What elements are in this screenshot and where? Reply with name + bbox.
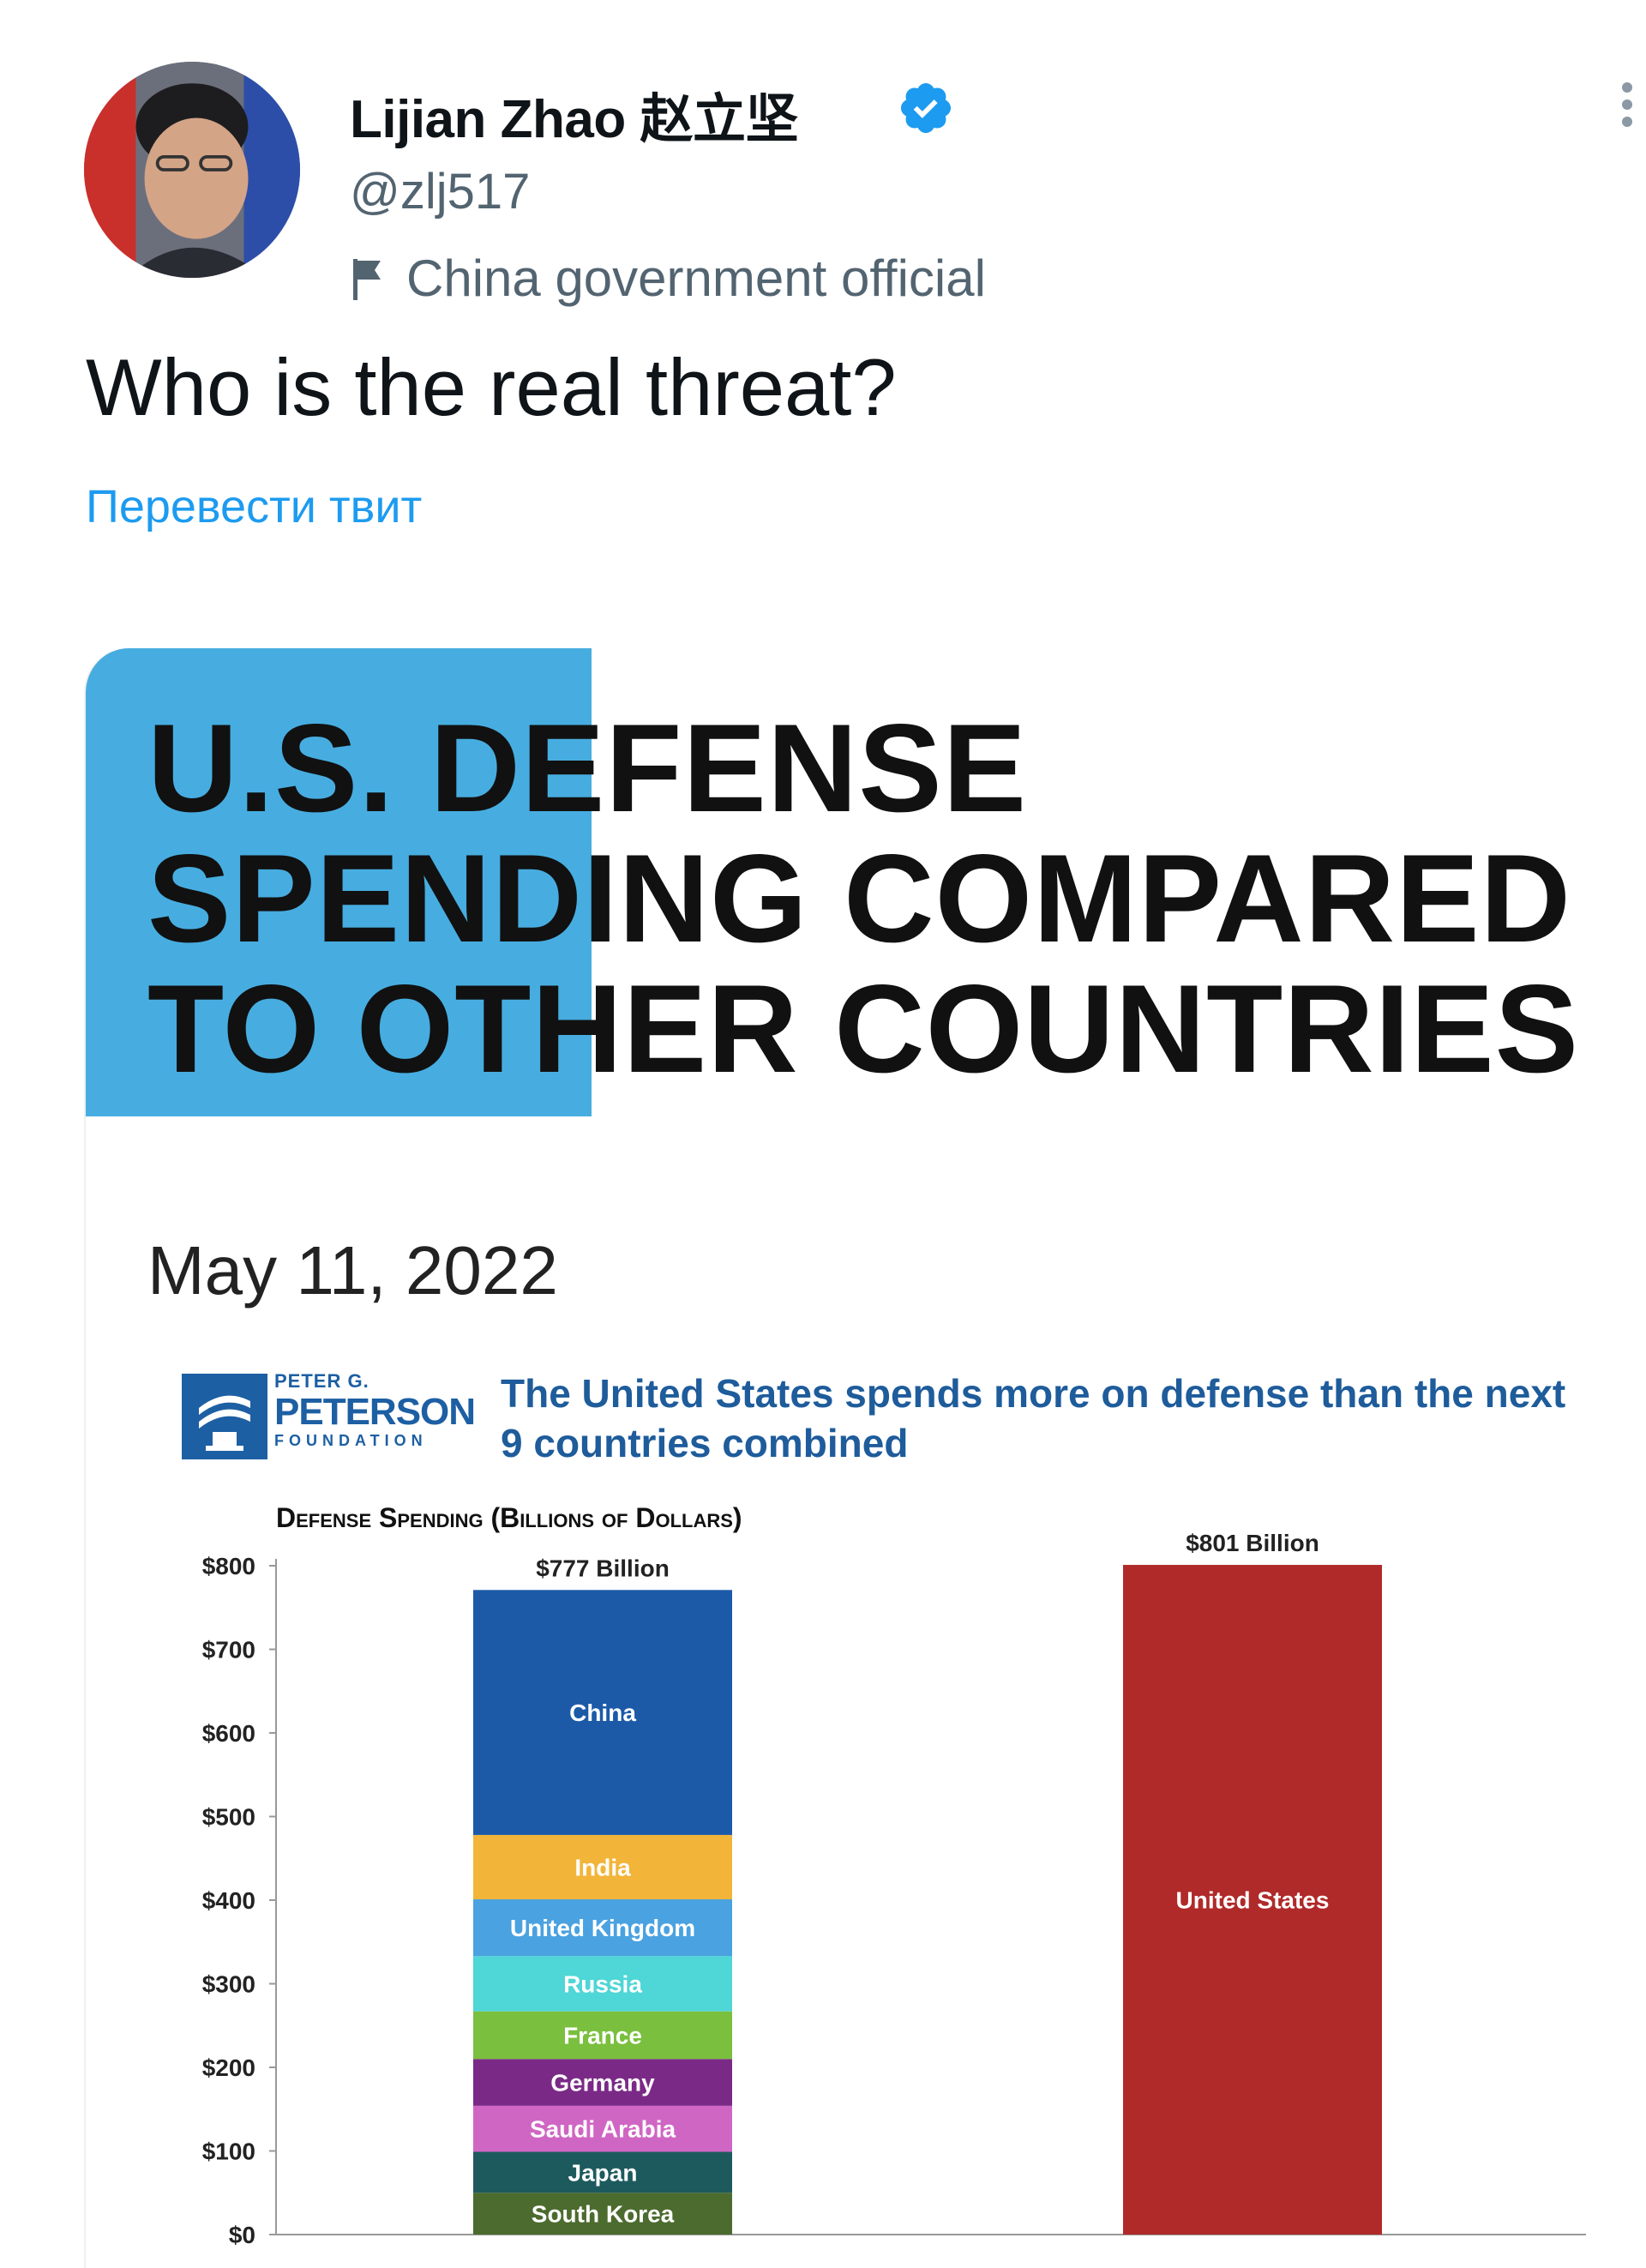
chart-subtitle: The United States spends more on defense… <box>501 1371 1566 1465</box>
peterson-foundation-logo-icon <box>182 1374 267 1459</box>
single-bar-label: United States <box>1176 1887 1330 1914</box>
y-tick-label: $600 <box>202 1720 255 1747</box>
stacked-bar-segment <box>473 1834 732 1900</box>
image-date: May 11, 2022 <box>147 1232 558 1308</box>
tweet-media-image[interactable]: U.S. DEFENSE SPENDING COMPARED TO OTHER … <box>84 648 1646 2268</box>
headline-line: SPENDING COMPARED <box>147 828 1571 968</box>
stacked-bar-segment <box>473 1899 732 1957</box>
y-tick-label: $400 <box>202 1887 255 1914</box>
avatar[interactable] <box>84 62 300 278</box>
single-total-label: $801 Billion <box>1186 1530 1319 1556</box>
stacked-bar-segment <box>473 1956 732 2012</box>
y-tick-label: $300 <box>202 1971 255 1998</box>
logo-text-middle: PETERSON <box>274 1391 476 1433</box>
stacked-bar-segment <box>473 2059 732 2106</box>
segment-label: Germany <box>550 2070 655 2097</box>
headline-accent-block <box>86 648 592 1116</box>
headline-line: TO OTHER COUNTRIES <box>147 959 1580 1098</box>
y-tick-label: $700 <box>202 1637 255 1663</box>
stacked-bar-segment <box>473 2011 732 2060</box>
stack-total-label: $777 Billion <box>536 1555 670 1581</box>
author-handle[interactable]: @zlj517 <box>350 164 531 220</box>
translate-tweet-link[interactable]: Перевести твит <box>86 481 423 532</box>
headline-line: U.S. DEFENSE <box>147 698 1028 838</box>
defense-spending-chart: $0 $100 $200 $300 $400 $500 $600 $700 $800 South … <box>202 1530 1586 2248</box>
more-icon[interactable] <box>1619 79 1636 130</box>
y-tick-label: $800 <box>202 1553 255 1579</box>
logo-wordmark: PETER G. PETERSON FOUNDATION <box>274 1370 476 1450</box>
segment-label: Russia <box>563 1971 642 1998</box>
segment-label: Japan <box>568 2159 638 2186</box>
y-tick-label: $0 <box>229 2222 255 2248</box>
single-bar <box>1123 1565 1382 2235</box>
tweet-text: Who is the real threat? <box>86 342 897 432</box>
segment-label: Saudi Arabia <box>530 2116 676 2143</box>
y-tick-label: $100 <box>202 2139 255 2165</box>
stacked-bar-segment <box>473 2193 732 2235</box>
stacked-bar-segment <box>473 1590 732 1835</box>
logo-text-top: PETER G. <box>274 1370 369 1392</box>
stacked-bar-segment <box>473 2151 732 2193</box>
account-label[interactable]: China government official <box>350 249 986 308</box>
verified-badge-icon <box>900 82 952 134</box>
y-tick-label: $500 <box>202 1804 255 1831</box>
y-axis-title: Defense Spending (Billions of Dollars) <box>276 1502 742 1533</box>
segment-label: United Kingdom <box>510 1915 695 1941</box>
stacked-bar-segment <box>473 2105 732 2152</box>
image-headline: U.S. DEFENSE SPENDING COMPARED TO OTHER … <box>147 703 1579 1094</box>
segment-label: South Korea <box>532 2201 675 2228</box>
flag-icon <box>353 258 381 300</box>
account-label-text: China government official <box>406 250 986 307</box>
y-tick-label: $200 <box>202 2054 255 2081</box>
author-name[interactable]: Lijian Zhao 赵立坚 <box>350 90 798 149</box>
logo-text-bottom: FOUNDATION <box>274 1432 428 1449</box>
segment-label: France <box>563 2022 642 2048</box>
segment-label: India <box>574 1854 631 1880</box>
segment-label: China <box>569 1699 636 1726</box>
